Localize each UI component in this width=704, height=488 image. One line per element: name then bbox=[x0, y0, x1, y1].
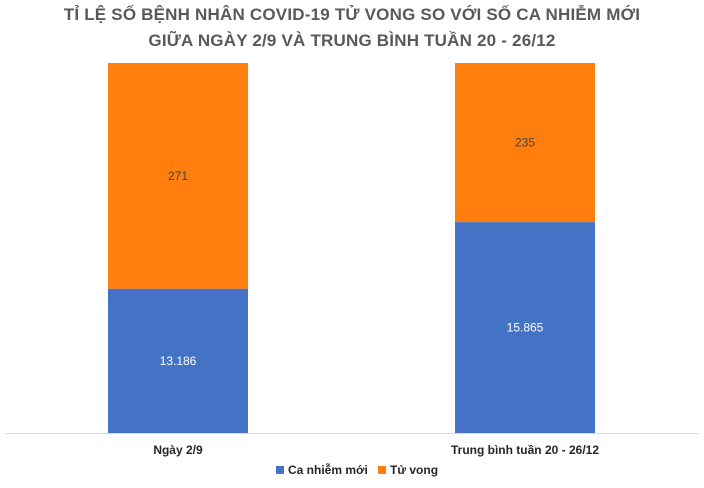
data-label-new-cases-1: 15.865 bbox=[507, 321, 544, 335]
category-label-0: Ngày 2/9 bbox=[153, 443, 203, 457]
bar-deaths-0 bbox=[108, 63, 248, 289]
legend-swatch-deaths bbox=[378, 466, 386, 474]
bar-deaths-1 bbox=[455, 63, 595, 223]
bar-new-cases-1 bbox=[455, 222, 595, 433]
legend-label-deaths: Tử vong bbox=[390, 463, 438, 477]
data-label-new-cases-0: 13.186 bbox=[160, 354, 197, 368]
legend-label-new-cases: Ca nhiễm mới bbox=[288, 462, 368, 477]
bar-new-cases-0 bbox=[108, 288, 248, 433]
legend-swatch-new-cases bbox=[276, 466, 284, 474]
data-label-deaths-1: 235 bbox=[515, 136, 535, 150]
category-label-1: Trung bình tuần 20 - 26/12 bbox=[451, 443, 599, 457]
chart-title: TỈ LỆ SỐ BỆNH NHÂN COVID-19 TỬ VONG SO V… bbox=[63, 5, 641, 24]
data-label-deaths-0: 271 bbox=[168, 169, 188, 183]
chart-subtitle: GIỮA NGÀY 2/9 VÀ TRUNG BÌNH TUẦN 20 - 26… bbox=[148, 31, 556, 50]
